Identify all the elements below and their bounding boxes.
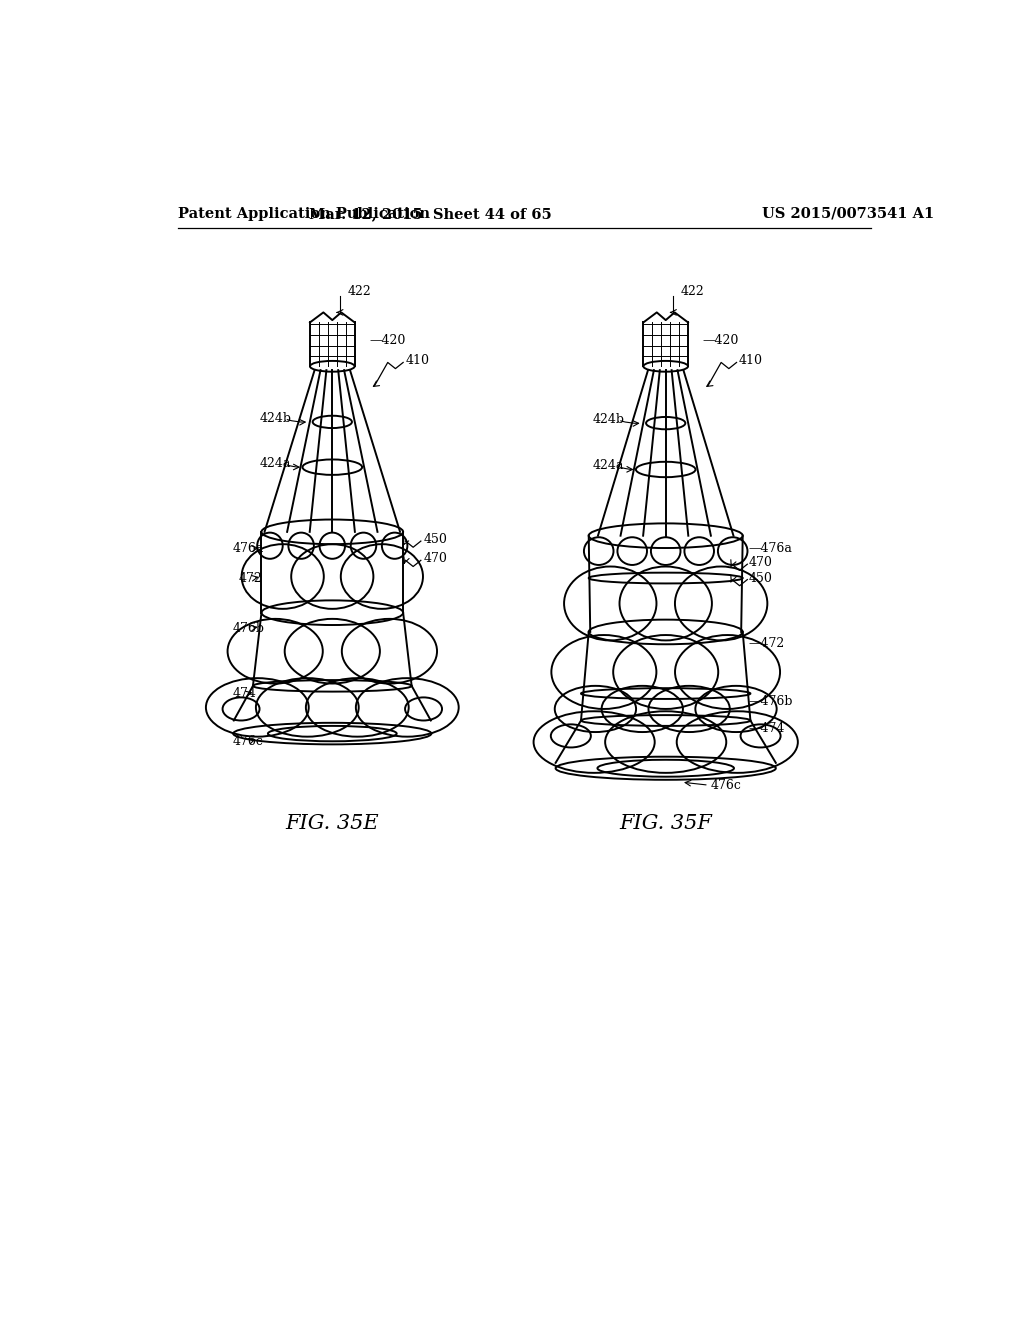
Text: 410: 410: [406, 354, 429, 367]
Text: Mar. 12, 2015  Sheet 44 of 65: Mar. 12, 2015 Sheet 44 of 65: [309, 207, 552, 220]
Text: 450: 450: [423, 533, 447, 546]
Text: 422: 422: [348, 285, 372, 298]
Text: —472: —472: [749, 638, 785, 649]
Text: 424b: 424b: [593, 413, 625, 426]
Text: 474: 474: [232, 686, 256, 700]
Text: 410: 410: [739, 354, 763, 367]
Text: —420: —420: [370, 334, 406, 347]
Text: —476b: —476b: [749, 694, 794, 708]
Text: 422: 422: [681, 285, 705, 298]
Text: Patent Application Publication: Patent Application Publication: [178, 207, 430, 220]
Text: 476a: 476a: [232, 543, 263, 556]
Text: US 2015/0073541 A1: US 2015/0073541 A1: [762, 207, 934, 220]
Text: —476a: —476a: [749, 541, 793, 554]
Text: 476b: 476b: [232, 622, 264, 635]
Text: 476c: 476c: [232, 735, 263, 748]
Text: 424b: 424b: [259, 412, 291, 425]
Text: 476c: 476c: [711, 779, 741, 792]
Text: —420: —420: [702, 334, 739, 347]
Text: FIG. 35E: FIG. 35E: [286, 814, 379, 833]
Text: 424a: 424a: [593, 459, 624, 473]
Text: 472: 472: [239, 572, 262, 585]
Text: 424a: 424a: [259, 457, 291, 470]
Text: 470: 470: [423, 552, 447, 565]
Text: —474: —474: [749, 722, 785, 735]
Text: FIG. 35F: FIG. 35F: [620, 814, 712, 833]
Text: 470: 470: [749, 556, 773, 569]
Text: 450: 450: [749, 572, 773, 585]
